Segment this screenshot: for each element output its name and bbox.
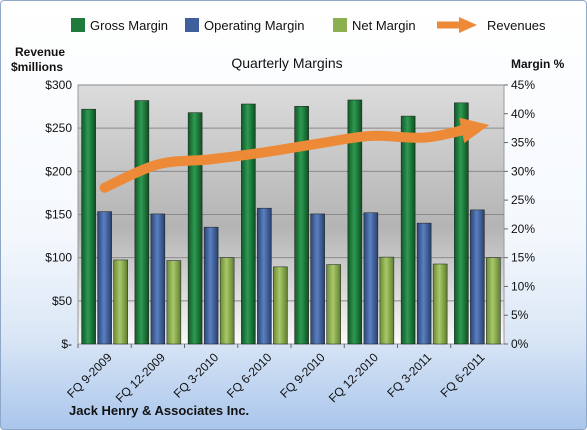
legend-label-operating-margin: Operating Margin <box>204 18 304 33</box>
legend-swatch-operating-margin <box>185 18 199 32</box>
right-tick-label: 45% <box>511 78 535 92</box>
net-margin-bar <box>113 259 128 345</box>
left-axis-title-line2: $millions <box>11 60 63 74</box>
gross-margin-bar <box>400 115 416 345</box>
operating-margin-bar <box>203 226 219 345</box>
legend: Gross Margin Operating Margin Net Margin… <box>71 17 546 33</box>
legend-swatch-revenues-arrow <box>459 17 477 33</box>
left-tick-label: $50 <box>52 294 72 308</box>
operating-margin-bar <box>150 213 166 345</box>
right-tick-label: 0% <box>511 337 529 351</box>
left-tick-label: $- <box>61 337 72 351</box>
net-margin-bar <box>486 257 501 345</box>
legend-label-gross-margin: Gross Margin <box>90 18 168 33</box>
right-tick-label: 20% <box>511 222 535 236</box>
gross-margin-bar <box>134 100 150 345</box>
x-tick-label: FQ 6-2010 <box>224 350 275 401</box>
revenue-line <box>99 117 490 193</box>
x-tick-label: FQ 3-2010 <box>171 350 222 401</box>
operating-margin-bar <box>363 212 379 345</box>
left-tick-label: $100 <box>45 251 72 265</box>
bar-marks <box>81 99 501 345</box>
left-tick-label: $300 <box>45 78 72 92</box>
chart-footer: Jack Henry & Associates Inc. <box>69 403 249 418</box>
gross-margin-bar <box>294 106 309 345</box>
operating-margin-bar <box>416 222 432 345</box>
legend-label-revenues: Revenues <box>487 18 546 33</box>
gross-margin-bar <box>187 112 203 345</box>
right-tick-label: 5% <box>511 308 529 322</box>
right-tick-label: 15% <box>511 251 535 265</box>
x-tick-label: FQ 12-2010 <box>326 350 381 405</box>
net-margin-bar <box>166 260 182 345</box>
legend-swatch-net-margin <box>333 18 347 32</box>
legend-swatch-gross-margin <box>71 18 85 32</box>
net-margin-bar <box>273 266 288 345</box>
operating-margin-bar <box>97 211 112 345</box>
left-tick-label: $200 <box>45 164 72 178</box>
operating-margin-bar <box>257 207 272 345</box>
net-margin-bar <box>432 263 448 345</box>
left-axis-title-line1: Revenue <box>15 45 65 59</box>
gross-margin-bar <box>81 108 96 345</box>
x-tick-label: FQ 12-2009 <box>113 350 168 405</box>
x-tick-label: FQ 9-2010 <box>277 350 328 401</box>
left-axis-ticks: $- $50 $100 $150 $200 $250 $300 <box>45 78 72 351</box>
operating-margin-bar <box>470 209 485 345</box>
net-margin-bar <box>379 256 395 345</box>
net-margin-bar <box>219 257 235 345</box>
right-axis-ticks: 0% 5% 10% 15% 20% 25% 30% 35% 40% 45% <box>504 78 535 351</box>
right-tick-label: 40% <box>511 107 535 121</box>
right-tick-label: 30% <box>511 164 535 178</box>
x-tick-label: FQ 3-2011 <box>384 350 434 400</box>
operating-margin-bar <box>310 213 325 345</box>
right-tick-label: 25% <box>511 193 535 207</box>
gross-margin-bar <box>454 102 469 345</box>
x-tick-label: FQ 9-2009 <box>64 350 115 401</box>
right-tick-label: 10% <box>511 279 535 293</box>
left-tick-label: $150 <box>45 208 72 222</box>
chart-title: Quarterly Margins <box>231 55 342 71</box>
net-margin-bar <box>326 264 341 345</box>
legend-label-net-margin: Net Margin <box>352 18 416 33</box>
x-tick-label: FQ 6-2011 <box>438 350 488 400</box>
right-axis-title: Margin % <box>511 57 565 71</box>
gross-margin-bar <box>241 103 256 345</box>
left-tick-label: $250 <box>45 121 72 135</box>
revenue-line-group <box>99 117 490 193</box>
right-tick-label: 35% <box>511 136 535 150</box>
gross-margin-bar <box>347 99 363 345</box>
